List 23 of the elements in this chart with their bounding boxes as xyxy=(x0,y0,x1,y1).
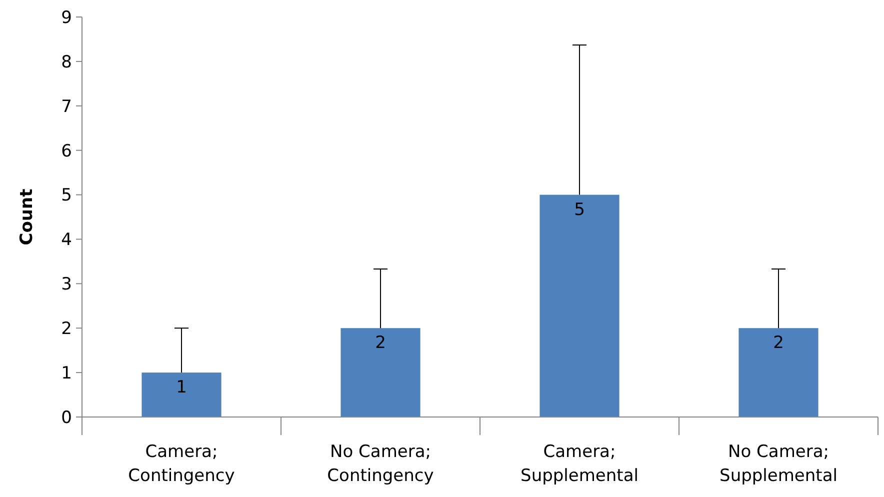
data-label: 5 xyxy=(574,200,585,220)
data-label: 2 xyxy=(773,333,784,354)
y-axis-title: Count xyxy=(17,188,37,246)
x-tick-label: No Camera; Supplemental xyxy=(720,442,838,486)
x-tick-label: No Camera; Contingency xyxy=(327,442,434,486)
y-tick-label: 5 xyxy=(61,186,72,206)
y-tick-label: 9 xyxy=(61,8,72,28)
y-tick-label: 7 xyxy=(61,96,72,117)
y-tick-label: 2 xyxy=(61,319,72,340)
bar xyxy=(142,372,222,417)
y-tick-label: 1 xyxy=(61,364,72,384)
data-label: 1 xyxy=(176,378,187,398)
x-tick-label: Camera; Supplemental xyxy=(520,442,638,486)
y-tick-label: 4 xyxy=(61,230,72,250)
bar xyxy=(738,328,818,417)
bar xyxy=(340,328,420,417)
y-tick-label: 6 xyxy=(61,141,72,162)
bar xyxy=(540,194,620,417)
y-tick-label: 3 xyxy=(61,274,72,295)
data-label: 2 xyxy=(375,333,386,354)
y-tick-label: 8 xyxy=(61,52,72,72)
x-tick-label: Camera; Contingency xyxy=(128,442,235,486)
y-tick-label: 0 xyxy=(61,408,72,428)
